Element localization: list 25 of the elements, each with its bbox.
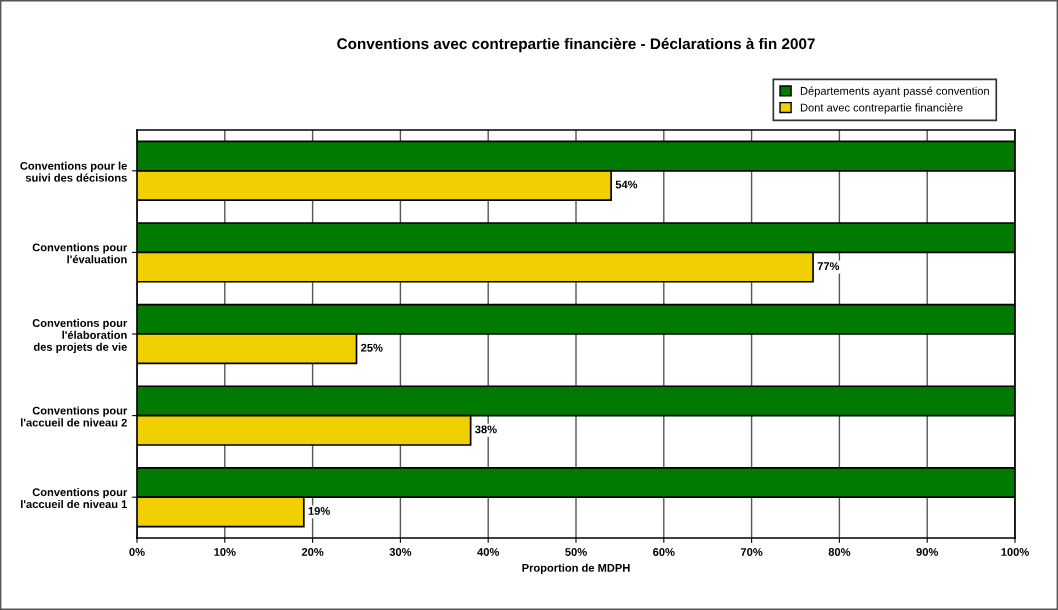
- y-tick-label: Conventions pour l'évaluation: [32, 243, 128, 264]
- data-label: 54%: [615, 180, 638, 189]
- x-tick-label: 20%: [301, 548, 324, 556]
- x-tick-label: 60%: [653, 548, 675, 556]
- y-tick-label: Conventions pour le suivi des décisions: [20, 161, 127, 182]
- data-label: 19%: [308, 507, 330, 515]
- legend-label: Dont avec contrepartie financière: [800, 103, 963, 114]
- x-tick-label: 10%: [214, 548, 236, 556]
- x-tick-label: 0%: [129, 548, 145, 556]
- x-tick-label: 80%: [828, 548, 851, 556]
- data-label: 77%: [817, 262, 840, 271]
- legend-label: Départements ayant passé convention: [800, 86, 989, 98]
- x-tick-label: 90%: [916, 548, 939, 556]
- x-tick-label: 70%: [740, 548, 763, 556]
- data-label: 38%: [475, 425, 497, 434]
- y-tick-label: Conventions pour l'accueil de niveau 2: [21, 406, 128, 427]
- x-tick-label: 100%: [1001, 548, 1029, 556]
- y-tick-label: Conventions pour l'élaboration des projets de vie: [32, 318, 128, 354]
- x-tick-label: 40%: [477, 548, 500, 556]
- data-label: 25%: [361, 343, 383, 352]
- x-tick-label: 50%: [565, 548, 587, 556]
- chart-title: Conventions avec contrepartie financière - Déclarations à fin 2007: [337, 37, 815, 53]
- y-tick-label: Conventions pour l'accueil de niveau 1: [21, 488, 128, 509]
- x-tick-label: 30%: [389, 548, 412, 556]
- x-axis-title: Proportion de MDPH: [522, 563, 630, 574]
